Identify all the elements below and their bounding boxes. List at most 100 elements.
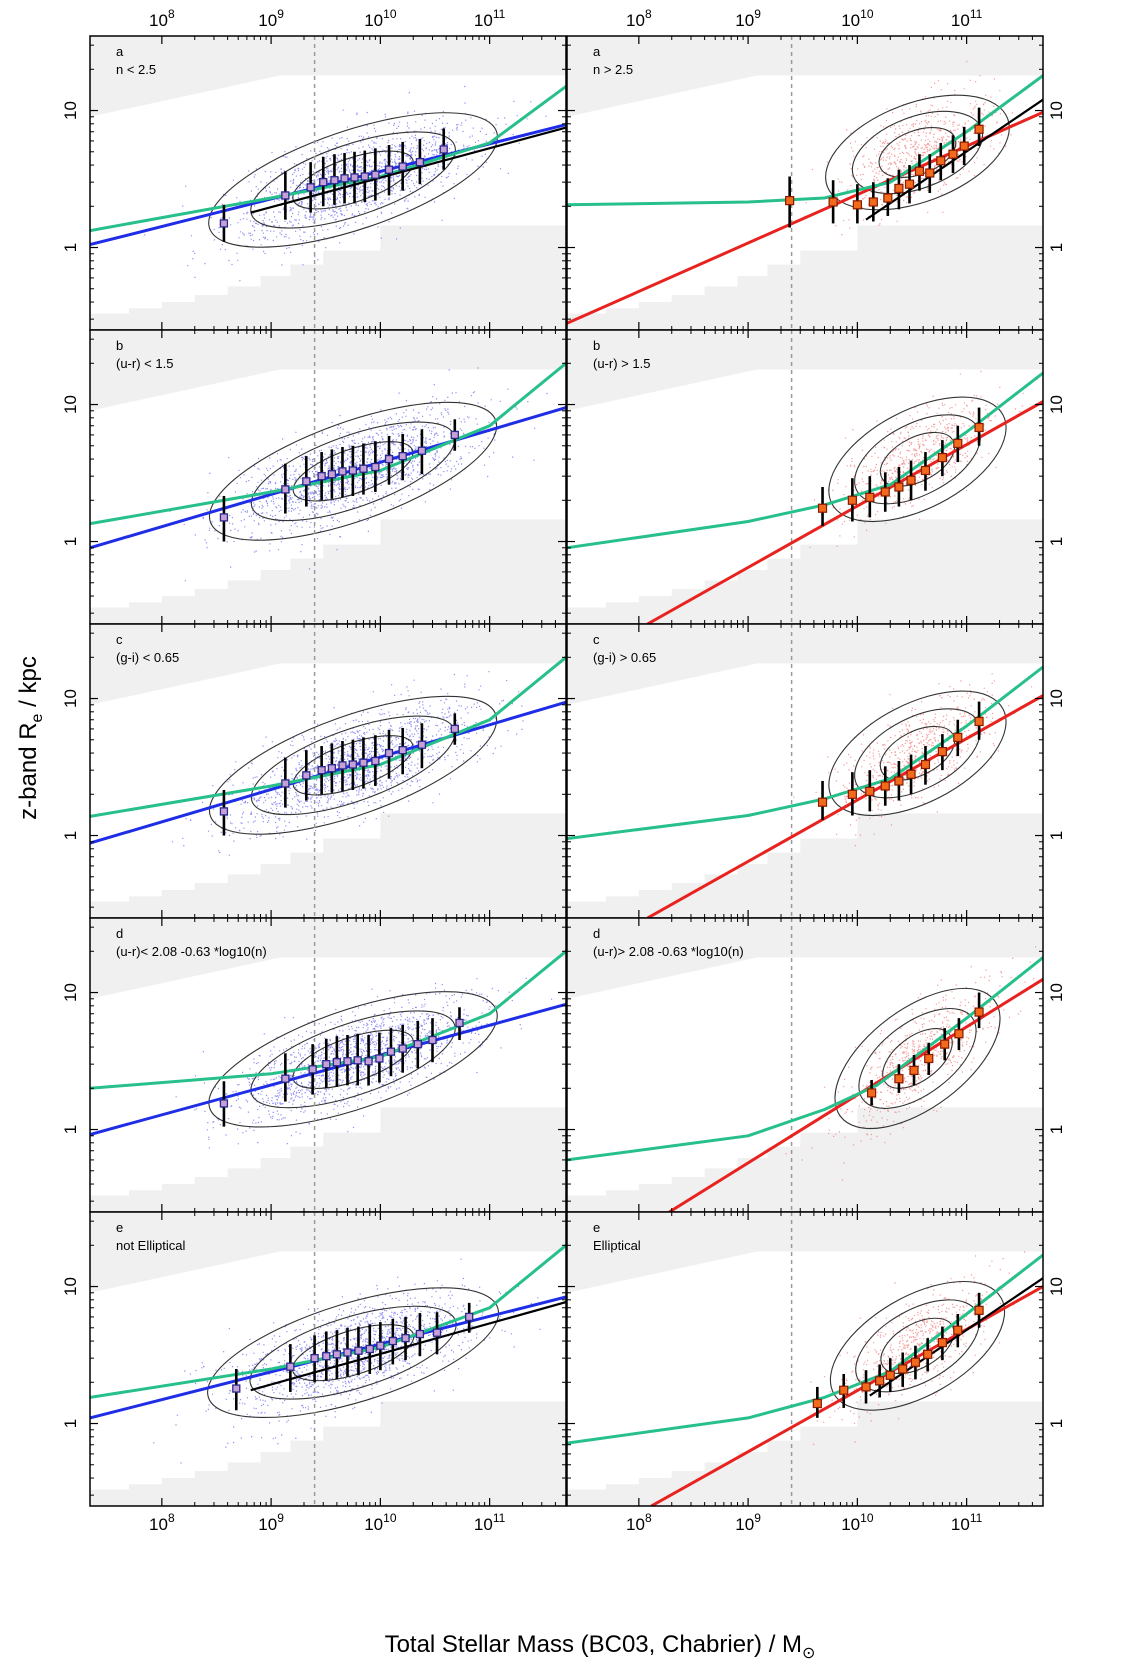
panel-plot-area (90, 1212, 566, 1506)
x-tick-label: 1010 (364, 7, 397, 30)
excluded-region-bottom (90, 1401, 566, 1506)
bin-median-marker (936, 156, 946, 166)
top-x-tick-labels: 108 109 1010 1011 108 109 1010 1011 (149, 7, 983, 30)
density-contour (292, 441, 414, 502)
bin-median-marker (322, 1060, 331, 1069)
bin-median-marker (906, 769, 916, 779)
x-tick-label: 108 (626, 7, 652, 30)
excluded-region-top (567, 624, 1043, 705)
excluded-region-top (90, 1212, 566, 1293)
bin-median-marker (332, 1350, 342, 1359)
excluded-region-bottom (90, 813, 566, 918)
bin-median-marker (865, 786, 875, 796)
x-tick-label: 109 (735, 7, 761, 30)
x-tick-label: 1011 (474, 1511, 506, 1534)
bin-median-marker (384, 748, 394, 758)
bin-median-marker (398, 745, 407, 755)
green-fit-curve (90, 656, 566, 818)
bin-median-marker (465, 1312, 474, 1322)
panel-selection-label: (u-r)< 2.08 -0.63 *log10(n) (116, 944, 267, 959)
bin-median-marker (898, 1364, 908, 1374)
panel-c-blue: c (g-i) < 0.65 (89, 623, 567, 919)
red-fit-line (646, 400, 1043, 624)
x-tick-label: 1011 (951, 1511, 983, 1534)
bin-median-marker (880, 781, 890, 791)
bin-median-marker (974, 422, 984, 433)
bin-median-marker (306, 183, 315, 192)
black-fit-line (869, 1277, 1043, 1397)
bin-median-marker (401, 1333, 410, 1343)
density-contour (292, 735, 414, 796)
bin-median-marker (219, 513, 229, 522)
bin-median-marker (398, 162, 407, 171)
panel-plot-area (90, 330, 566, 624)
bin-median-marker (924, 1053, 934, 1064)
bin-median-marker (219, 219, 229, 228)
panel-letter: e (116, 1220, 123, 1235)
panel-letter: d (116, 926, 123, 941)
black-fit-line (865, 98, 1043, 221)
bin-median-marker (914, 166, 925, 176)
y-tick-label: 10 (61, 395, 80, 414)
bin-median-marker (937, 746, 947, 757)
x-tick-label: 108 (149, 1511, 175, 1534)
bin-median-marker (413, 1039, 422, 1049)
bin-median-marker (974, 1305, 984, 1315)
bin-median-marker (286, 1362, 295, 1371)
bin-median-marker (371, 462, 380, 472)
bin-median-marker (376, 1341, 385, 1350)
x-tick-label: 108 (149, 7, 175, 30)
bin-median-marker (219, 1099, 229, 1108)
bin-median-marker (388, 1336, 397, 1346)
bin-median-marker (417, 740, 427, 749)
bin-median-marker (974, 716, 984, 727)
black-fit-line (250, 126, 566, 214)
y-tick-label: 10 (61, 983, 80, 1002)
bin-median-marker (865, 492, 875, 502)
panel-selection-label: n < 2.5 (116, 62, 156, 77)
bin-median-marker (359, 464, 368, 473)
bin-median-marker (327, 470, 337, 479)
excluded-region-bottom (567, 519, 1043, 624)
panel-b-blue: b (u-r) < 1.5 (89, 329, 567, 625)
y-tick-label: 10 (61, 101, 80, 120)
bin-median-marker (906, 475, 916, 485)
bin-median-marker (868, 197, 878, 207)
panel-selection-label: (u-r) > 1.5 (593, 356, 650, 371)
bin-median-marker (371, 170, 380, 179)
green-fit-curve (90, 362, 566, 526)
x-tick-label: 1010 (841, 7, 874, 30)
panel-plot-area (567, 918, 1043, 1212)
bin-median-marker (350, 173, 359, 182)
y-tick-label: 1 (1047, 1419, 1066, 1428)
density-contour (250, 1010, 456, 1109)
x-tick-label: 109 (735, 1511, 761, 1534)
excluded-region-top (567, 330, 1043, 411)
bin-median-marker (338, 761, 347, 770)
bin-median-marker (281, 191, 290, 200)
bottom-x-tick-labels: 108 109 1010 1011 108 109 1010 1011 (149, 1511, 983, 1534)
bin-median-marker (925, 168, 935, 178)
red-fit-line (646, 694, 1043, 918)
bin-median-marker (839, 1385, 849, 1395)
density-contour (208, 112, 499, 248)
excluded-region-top (567, 1212, 1043, 1293)
bin-median-marker (330, 176, 339, 185)
panel-plot-area (90, 624, 566, 918)
bin-median-marker (817, 797, 828, 807)
y-axis-label: z-band Re / kpc (15, 656, 46, 820)
density-contour (825, 94, 1010, 211)
bin-median-marker (302, 771, 311, 780)
panel-plot-area (90, 36, 566, 330)
panel-grid: a n < 2.5 a n > 2.5 b (u-r) < 1.5 b (u-r) > 1.5… (89, 35, 1044, 1507)
panel-letter: c (116, 632, 123, 647)
panel-frame (566, 1211, 1044, 1507)
excluded-region-top (90, 330, 566, 411)
bin-median-marker (937, 452, 947, 463)
bin-median-marker (308, 1065, 317, 1074)
y-tick-label: 1 (61, 831, 80, 840)
panel-plot-area (567, 36, 1043, 330)
bin-median-marker (450, 430, 459, 440)
bin-median-marker (937, 1337, 947, 1348)
bin-median-marker (948, 149, 958, 159)
